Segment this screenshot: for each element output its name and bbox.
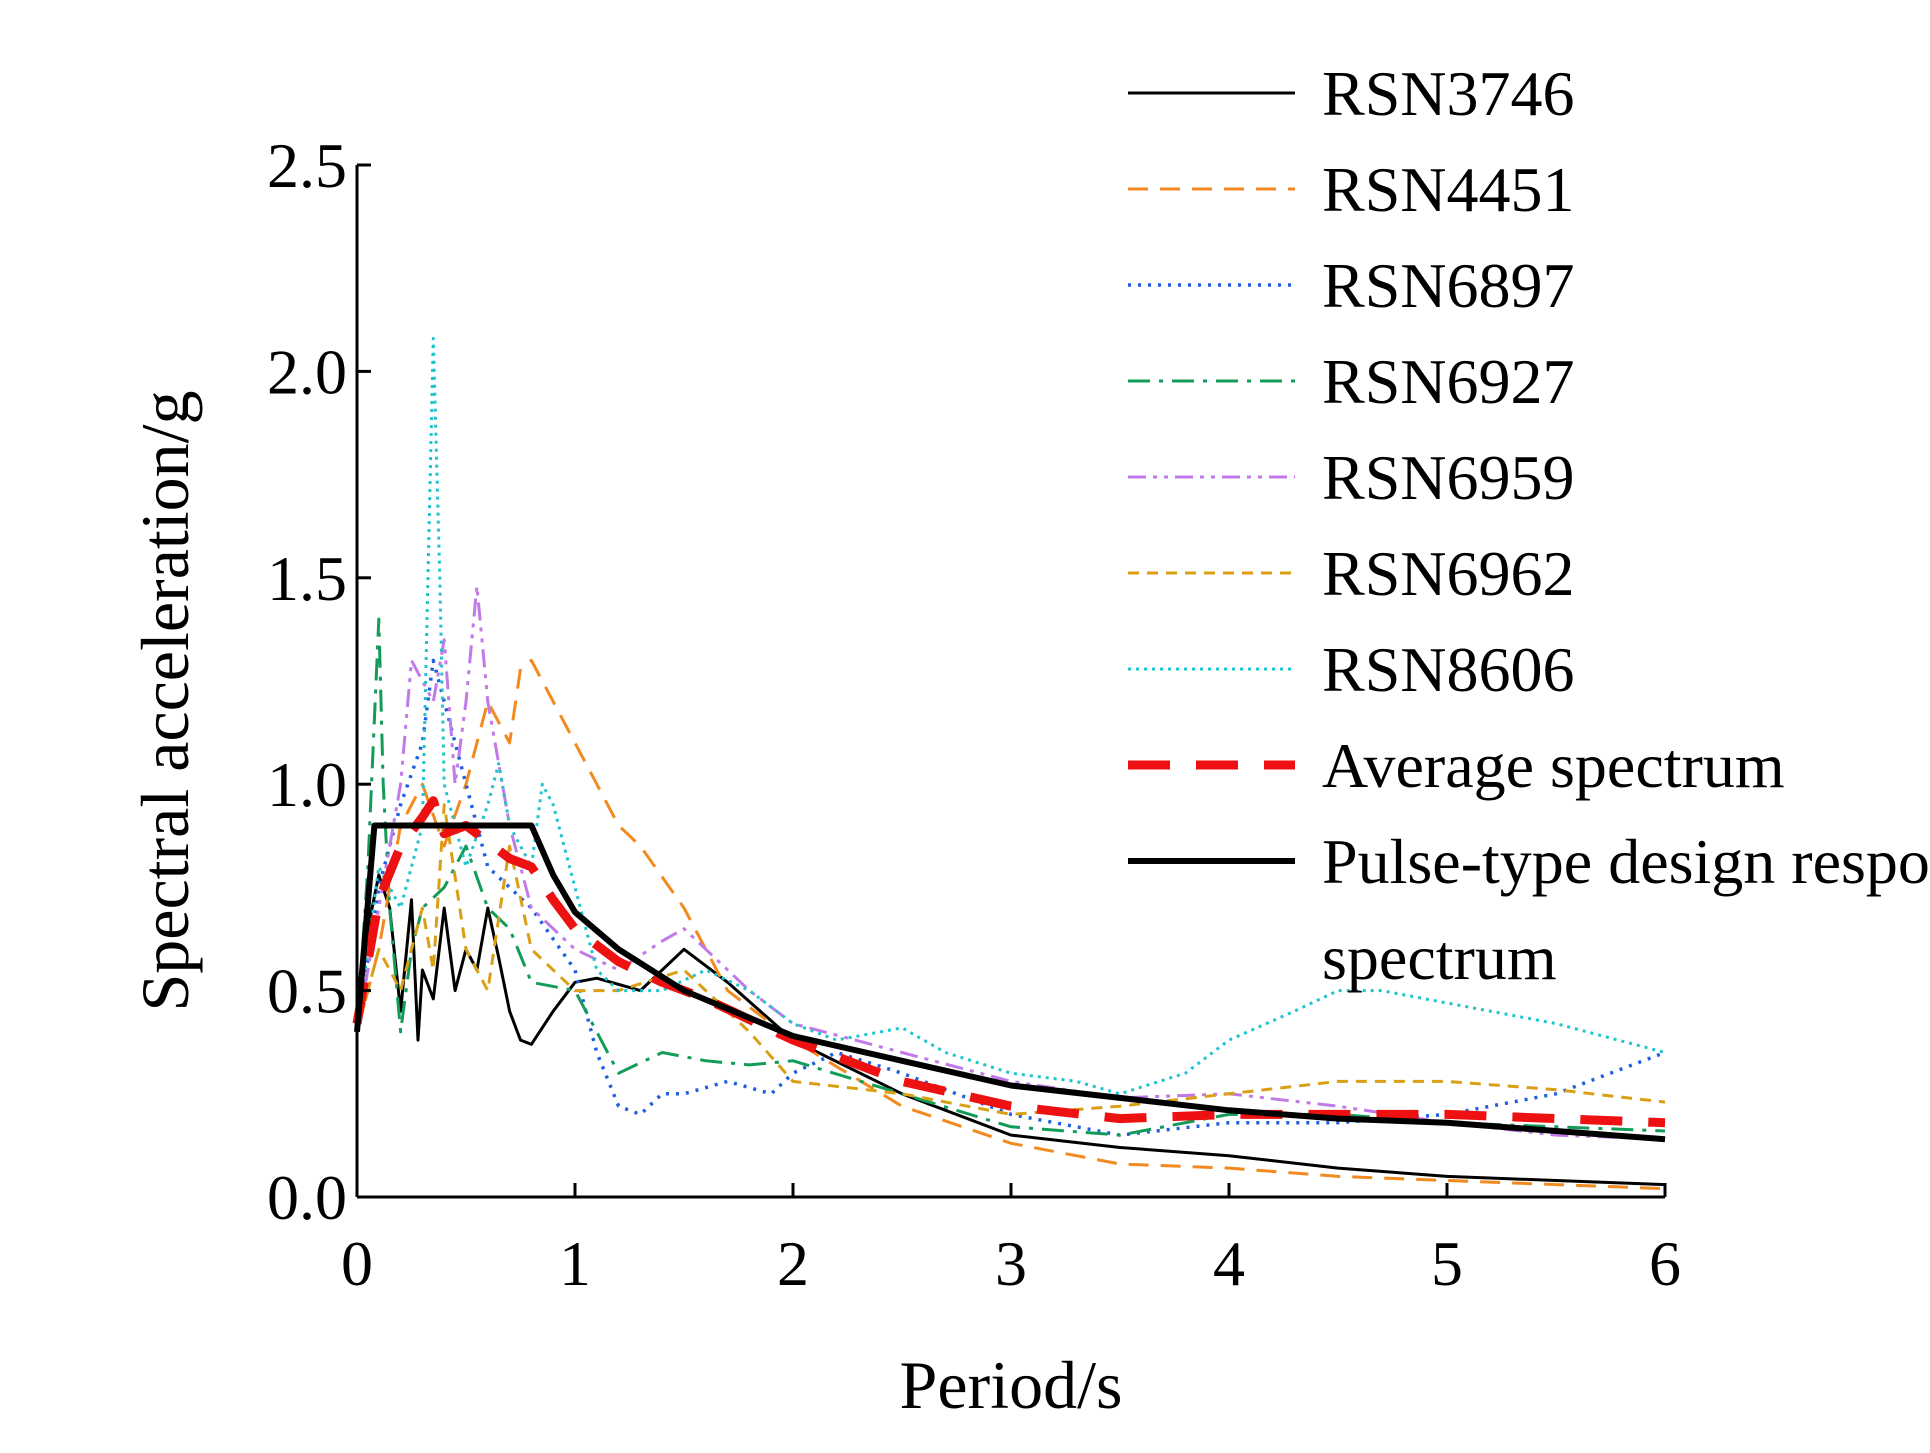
legend-label-9: Pulse-type design responsespectrum [1322, 826, 1930, 993]
plot-axes-layer: 0 1 2 3 4 5 6 0.0 0.5 1.0 1.5 2.0 2.5 [267, 130, 1681, 1299]
legend-label-5: RSN6959 [1322, 442, 1575, 513]
legend-label-7: RSN8606 [1322, 634, 1575, 705]
y-tick-label: 2.5 [267, 130, 347, 201]
series-line-6 [355, 803, 1666, 1116]
series-line-2 [355, 658, 1666, 1191]
legend-label-3: RSN6897 [1322, 250, 1575, 321]
x-axis-label: Period/s [900, 1347, 1123, 1423]
y-tick-label: 0.0 [267, 1162, 347, 1233]
legend-label-2: RSN4451 [1322, 154, 1575, 225]
series-line-5 [355, 584, 1666, 1141]
x-tick-label: 4 [1213, 1228, 1245, 1299]
x-tick-label: 6 [1649, 1228, 1681, 1299]
y-tick-label: 1.5 [267, 543, 347, 614]
legend-label-1: RSN3746 [1322, 58, 1575, 129]
y-axis-label: Spectral acceleration/g [127, 390, 203, 1011]
y-tick-label: 0.5 [267, 956, 347, 1027]
legend-label-8: Average spectrum [1322, 730, 1785, 801]
series-line-8 [352, 796, 1666, 1128]
series-line-7 [355, 336, 1666, 1096]
x-tick-label: 0 [341, 1228, 373, 1299]
y-tick-label: 1.0 [267, 749, 347, 820]
series-line-3 [355, 658, 1666, 1137]
legend-label-6: RSN6962 [1322, 538, 1575, 609]
series-line-9 [354, 822, 1666, 1143]
legend: RSN3746 RSN4451 RSN6897 RSN6927 RSN6959 RSN69… [1128, 58, 1930, 993]
x-tick-label: 5 [1431, 1228, 1463, 1299]
series-line-4 [355, 617, 1666, 1137]
x-tick-label: 2 [777, 1228, 809, 1299]
legend-label-4: RSN6927 [1322, 346, 1575, 417]
x-tick-label: 3 [995, 1228, 1027, 1299]
y-tick-label: 2.0 [267, 336, 347, 407]
plot-series-layer [352, 336, 1666, 1191]
x-tick-label: 1 [559, 1228, 591, 1299]
